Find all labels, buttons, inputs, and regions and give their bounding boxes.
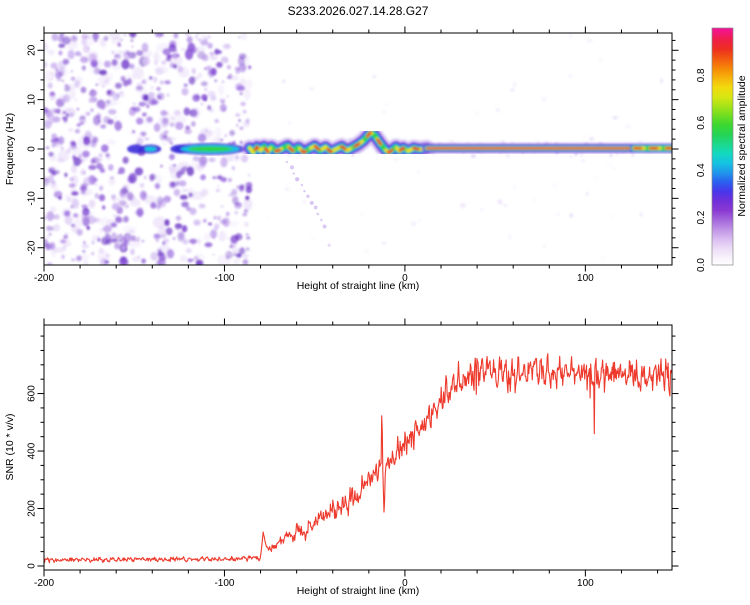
tick-label: -200 (34, 273, 54, 284)
snr-trace (44, 353, 672, 564)
spectrogram-content (44, 33, 672, 265)
colorbar-tick-label: 0.2 (696, 210, 707, 224)
tick-label: -20 (27, 240, 38, 255)
tick-label: 0 (402, 273, 408, 284)
tick-label: 400 (27, 442, 38, 459)
snr-ticks: -200 -100 0 100 0 200 400 600 (27, 318, 679, 589)
tick-label: 0 (27, 146, 38, 152)
colorbar-label: Normalized spectral amplitude (736, 75, 748, 216)
tick-label: 100 (577, 273, 594, 284)
snr-x-axis-label: Height of straight line (km) (297, 585, 420, 597)
tick-label: 100 (577, 578, 594, 589)
colorbar-tick-label: 0.6 (696, 115, 707, 129)
snr-panel: -200 -100 0 100 0 200 400 600 Height of straigh… (4, 318, 679, 597)
spectrogram-x-axis-label: Height of straight line (km) (297, 280, 420, 292)
tick-label: 200 (27, 500, 38, 517)
figure-title: S233.2026.027.14.28.G27 (288, 4, 429, 18)
signal-band (241, 123, 672, 161)
tick-label: 600 (27, 385, 38, 402)
snr-frame (43, 324, 673, 571)
tick-label: 0 (27, 563, 38, 569)
colorbar-gradient (711, 27, 734, 266)
tick-label: 10 (27, 94, 38, 106)
diagonal-streak (285, 160, 331, 247)
tick-label: -100 (214, 273, 234, 284)
colorbar-tick-label: 0.8 (696, 68, 707, 82)
frequency-axis-label: Frequency (Hz) (4, 113, 16, 185)
snr-content (44, 353, 672, 564)
tick-label: 0 (402, 578, 408, 589)
snr-axis-label: SNR (10 * v/v) (4, 413, 16, 480)
tick-label: -200 (34, 578, 54, 589)
tick-label: -10 (27, 191, 38, 206)
colorbar: 0.0 0.2 0.4 0.6 0.8 Normalized spectral ampl… (696, 27, 748, 272)
tick-label: -100 (214, 578, 234, 589)
zero-line-blobs (127, 143, 247, 155)
tick-label: 20 (27, 44, 38, 56)
colorbar-tick-label: 0.4 (696, 163, 707, 177)
colorbar-tick-label: 0.0 (696, 258, 707, 272)
colorbar-tick-labels: 0.0 0.2 0.4 0.6 0.8 (696, 68, 707, 272)
